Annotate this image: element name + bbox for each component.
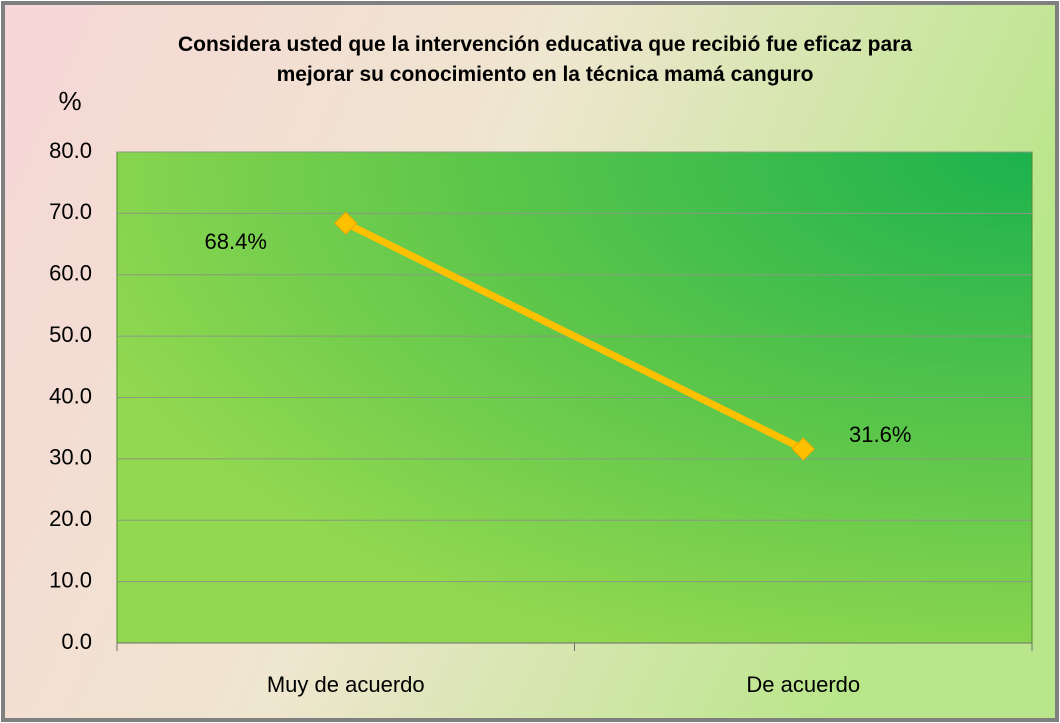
y-axis-label: %: [58, 86, 81, 116]
data-label: 31.6%: [849, 422, 911, 447]
data-label: 68.4%: [205, 229, 267, 254]
y-tick-label: 30.0: [49, 445, 92, 470]
chart-title: Considera usted que la intervención educ…: [177, 33, 913, 86]
y-tick-label: 20.0: [49, 506, 92, 531]
marker: [334, 211, 358, 235]
series-line: [344, 220, 805, 453]
y-tick-label: 0.0: [61, 629, 92, 654]
y-tick-label: 50.0: [49, 322, 92, 347]
y-tick-label: 60.0: [49, 261, 92, 286]
y-tick-label: 70.0: [49, 199, 92, 224]
x-tick-label: Muy de acuerdo: [267, 672, 425, 697]
marker: [791, 437, 815, 461]
y-tick-label: 10.0: [49, 567, 92, 592]
x-tick-label: De acuerdo: [746, 672, 860, 697]
y-tick-label: 40.0: [49, 383, 92, 408]
y-tick-label: 80.0: [49, 138, 92, 163]
